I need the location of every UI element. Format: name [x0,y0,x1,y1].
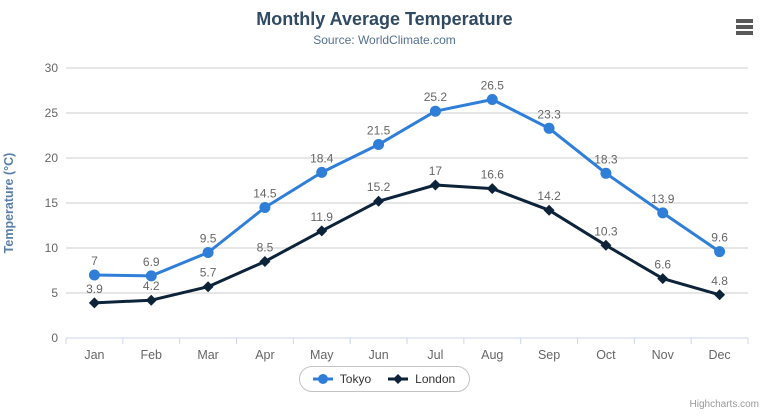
y-axis-tick-label: 5 [51,286,58,300]
hamburger-icon [736,19,753,23]
legend-label-tokyo: Tokyo [339,372,372,386]
data-label: 26.5 [481,79,505,93]
data-label: 4.2 [143,279,160,293]
tokyo-legend-marker [312,374,333,384]
legend: Tokyo London [0,366,769,392]
data-label: 7 [91,254,98,268]
chart-subtitle: Source: WorldClimate.com [313,33,456,47]
data-label: 9.6 [711,231,728,245]
hamburger-icon [736,25,753,29]
x-axis-label: Oct [596,348,616,362]
data-label: 18.4 [310,151,334,165]
data-point-marker-tokyo[interactable] [543,122,555,134]
data-point-marker-london[interactable] [202,281,214,293]
data-point-marker-london[interactable] [316,225,328,237]
data-point-marker-tokyo[interactable] [657,207,669,219]
data-point-marker-london[interactable] [429,179,441,191]
data-label: 16.6 [481,168,505,182]
y-axis-tick-label: 20 [45,151,59,165]
legend-box: Tokyo London [298,366,471,392]
data-point-marker-tokyo[interactable] [316,166,328,178]
x-axis-label: Sep [538,348,560,362]
data-label: 14.5 [253,187,277,201]
x-axis-label: Feb [140,348,162,362]
y-axis-tick-label: 15 [45,196,59,210]
data-label: 6.9 [143,255,160,269]
data-label: 17 [429,164,443,178]
data-label: 11.9 [311,210,334,224]
london-legend-marker [388,374,409,384]
data-label: 23.3 [537,107,561,121]
hamburger-icon [736,31,753,35]
legend-item-tokyo[interactable]: Tokyo [312,372,371,386]
x-axis-label: May [310,348,334,362]
series-line-tokyo [92,98,722,278]
data-point-marker-london[interactable] [600,239,612,251]
x-axis-label: Jan [84,348,104,362]
data-label: 9.5 [200,232,217,246]
legend-label-london: London [415,372,456,386]
data-point-marker-tokyo[interactable] [714,246,726,258]
data-point-marker-london[interactable] [259,256,271,267]
credits-link[interactable]: Highcharts.com [689,399,759,410]
data-label: 10.3 [594,224,618,238]
data-label: 13.9 [651,192,675,206]
data-label: 4.8 [711,274,728,288]
x-axis-label: Jun [369,348,389,362]
data-point-marker-tokyo[interactable] [145,270,157,282]
data-point-marker-tokyo[interactable] [486,94,498,105]
y-axis-tick-label: 10 [45,241,59,255]
data-point-marker-london[interactable] [373,195,385,207]
x-axis-label: Apr [255,348,274,362]
data-point-marker-tokyo[interactable] [259,202,271,213]
series-line-london [92,183,722,305]
data-label: 14.2 [537,189,561,203]
x-axis-label: Mar [197,348,219,362]
data-label: 25.2 [424,90,448,104]
x-axis-label: Nov [652,348,675,362]
x-axis-label: Dec [708,348,730,362]
y-axis-tick-label: 30 [45,61,59,75]
data-point-marker-tokyo[interactable] [600,167,612,179]
x-axis-label: Jul [427,348,443,362]
data-point-marker-tokyo[interactable] [373,139,385,150]
y-axis-tick-label: 25 [45,106,59,120]
data-point-marker-tokyo[interactable] [429,105,441,117]
data-point-marker-london[interactable] [543,204,555,216]
data-label: 6.6 [654,258,671,272]
legend-item-london[interactable]: London [387,372,455,386]
data-label: 3.9 [86,282,103,296]
data-label: 8.5 [257,241,274,255]
data-label: 15.2 [367,180,391,194]
data-point-marker-london[interactable] [657,273,669,285]
data-point-marker-tokyo[interactable] [88,269,100,281]
data-point-marker-london[interactable] [714,289,726,301]
data-point-marker-london[interactable] [486,183,498,195]
context-menu-button[interactable] [736,19,753,35]
data-label: 5.7 [200,266,217,280]
data-point-marker-london[interactable] [88,297,100,309]
chart-title: Monthly Average Temperature [256,9,513,29]
data-label: 21.5 [367,124,391,138]
data-point-marker-tokyo[interactable] [202,247,214,258]
data-label: 18.3 [594,152,618,166]
y-axis-tick-label: 0 [51,331,58,345]
x-axis-label: Aug [481,348,503,362]
data-point-marker-london[interactable] [145,294,157,306]
